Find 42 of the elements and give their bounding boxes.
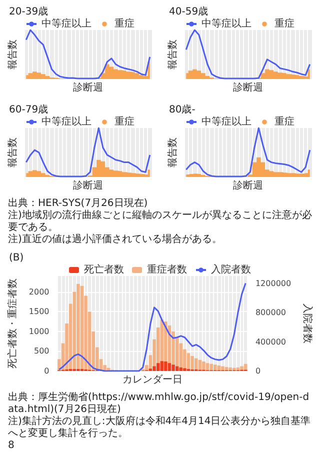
legend-label: 中等症以上 [42, 18, 92, 30]
legend-label: 重症 [114, 18, 134, 30]
chart-title: 40-59歳 [169, 6, 208, 18]
y2-tick-label: 0 [255, 366, 261, 376]
y-axis-title: 報告数 [6, 40, 18, 70]
x-axis-title: 診断週 [73, 180, 103, 192]
legend-label: 重症 [274, 116, 294, 128]
y-axis-title: 報告数 [6, 138, 18, 168]
legend-label: 中等症以上 [42, 116, 92, 128]
y2-tick-label: 800000 [255, 308, 286, 318]
y-tick-label: 0 [44, 366, 50, 376]
legend-label: 重症者数 [147, 264, 187, 276]
y2-tick-label: 400000 [255, 337, 286, 346]
legend-label: 重症 [274, 18, 294, 30]
legend-label: 入院者数 [211, 264, 251, 276]
y-axis-title: 死亡者数・重症者数 [6, 278, 18, 368]
source-note: 出典：HER-SYS(7月26日現在) [8, 198, 149, 210]
x-axis-title: 診断週 [233, 82, 263, 94]
legend-label: 重症 [114, 116, 134, 128]
chart-title: 60-79歳 [9, 104, 48, 116]
x-axis-title: 診断週 [233, 180, 263, 192]
text: 注)地域別の流行曲線ごとに縦軸のスケールが異なることに注意が必要である。 [8, 210, 313, 234]
chart-title: (B) [9, 252, 24, 264]
legend-label: 中等症以上 [202, 18, 252, 30]
text: 注)直近の値は過小評価されている場合がある。 [8, 234, 223, 246]
y-axis-title: 報告数 [166, 138, 178, 168]
y-axis-title: 報告数 [166, 40, 178, 70]
x-axis-title: カレンダー日 [122, 374, 182, 386]
chart-title: 20-39歳 [9, 6, 48, 18]
text: 注)集計方法の見直し:大阪府は令和4年4月14日公表分から独自基準へと変更し集計を行った。 [8, 416, 312, 440]
y-tick-label: 1500 [28, 307, 50, 316]
y-tick-label: 2000 [28, 287, 50, 296]
y-tick-label: 500 [34, 346, 50, 356]
y-tick-label: 1000 [28, 326, 50, 336]
text: 8 [8, 440, 16, 452]
legend-label: 中等症以上 [202, 116, 252, 128]
y2-axis-title: 入院者数 [302, 304, 314, 344]
source-note: 出典：厚生労働省(https://www.mhlw.go.jp/stf/covid-19/open-data.html)(7月26日現在) [8, 392, 310, 416]
legend-label: 死亡者数 [84, 264, 124, 276]
chart-title: 80歳- [169, 104, 196, 116]
y2-tick-label: 1200000 [255, 278, 292, 288]
x-axis-title: 診断週 [73, 82, 103, 94]
